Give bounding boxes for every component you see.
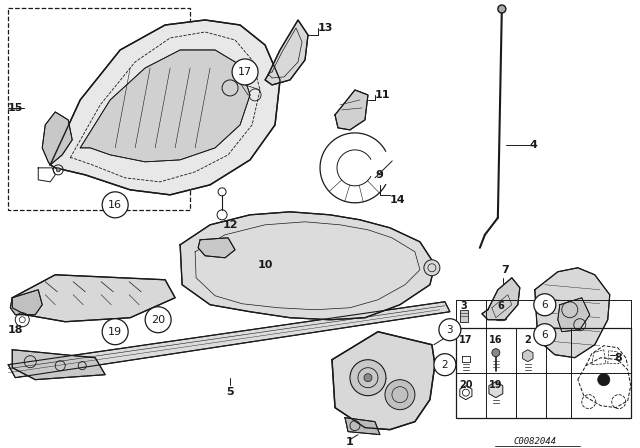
Text: 2: 2 bbox=[524, 335, 531, 345]
Circle shape bbox=[102, 319, 128, 345]
Text: 13: 13 bbox=[318, 23, 333, 33]
Polygon shape bbox=[265, 20, 308, 85]
Text: 20: 20 bbox=[459, 379, 472, 390]
Circle shape bbox=[598, 374, 610, 386]
Polygon shape bbox=[489, 382, 503, 398]
Text: 16: 16 bbox=[489, 335, 502, 345]
Text: 18: 18 bbox=[7, 325, 23, 335]
Circle shape bbox=[102, 192, 128, 218]
Circle shape bbox=[56, 168, 60, 172]
Text: 17: 17 bbox=[459, 335, 472, 345]
Text: 11: 11 bbox=[375, 90, 390, 100]
Circle shape bbox=[439, 319, 461, 341]
Text: 15: 15 bbox=[8, 103, 23, 113]
Circle shape bbox=[534, 294, 556, 316]
Text: 10: 10 bbox=[257, 260, 273, 270]
Polygon shape bbox=[482, 278, 520, 320]
Text: 6: 6 bbox=[497, 301, 504, 311]
Text: 9: 9 bbox=[375, 170, 383, 180]
Text: 8: 8 bbox=[615, 353, 623, 363]
Polygon shape bbox=[335, 90, 368, 130]
Bar bbox=[8, 8, 190, 210]
Polygon shape bbox=[198, 238, 235, 258]
Polygon shape bbox=[80, 50, 250, 162]
Polygon shape bbox=[345, 418, 380, 435]
Circle shape bbox=[364, 374, 372, 382]
Polygon shape bbox=[558, 298, 590, 332]
Polygon shape bbox=[460, 386, 472, 400]
Text: 3: 3 bbox=[461, 301, 467, 311]
Text: 7: 7 bbox=[501, 265, 509, 275]
Text: 2: 2 bbox=[442, 360, 448, 370]
Circle shape bbox=[498, 5, 506, 13]
Polygon shape bbox=[10, 290, 42, 315]
Circle shape bbox=[385, 379, 415, 409]
Polygon shape bbox=[50, 20, 280, 195]
Polygon shape bbox=[523, 350, 533, 362]
Text: C0082044: C0082044 bbox=[513, 437, 556, 446]
Text: 4: 4 bbox=[530, 140, 538, 150]
Polygon shape bbox=[12, 275, 175, 322]
Circle shape bbox=[350, 360, 386, 396]
Polygon shape bbox=[535, 268, 610, 358]
Polygon shape bbox=[332, 332, 435, 430]
Circle shape bbox=[424, 260, 440, 276]
Polygon shape bbox=[12, 350, 105, 379]
Text: 14: 14 bbox=[390, 195, 406, 205]
Text: 6: 6 bbox=[541, 300, 548, 310]
Circle shape bbox=[222, 80, 238, 96]
Polygon shape bbox=[180, 212, 435, 320]
Circle shape bbox=[534, 324, 556, 346]
Text: 1: 1 bbox=[346, 437, 354, 447]
Text: 20: 20 bbox=[151, 315, 165, 325]
Text: 16: 16 bbox=[108, 200, 122, 210]
Text: 6: 6 bbox=[541, 330, 548, 340]
Polygon shape bbox=[42, 112, 72, 165]
Text: 3: 3 bbox=[447, 325, 453, 335]
Polygon shape bbox=[8, 302, 450, 378]
Bar bbox=[456, 328, 631, 418]
Circle shape bbox=[145, 307, 171, 333]
Circle shape bbox=[434, 354, 456, 376]
Circle shape bbox=[492, 349, 500, 357]
Text: 19: 19 bbox=[108, 327, 122, 337]
Circle shape bbox=[232, 59, 258, 85]
Text: 5: 5 bbox=[227, 387, 234, 396]
Text: 17: 17 bbox=[238, 67, 252, 77]
Bar bbox=[460, 310, 468, 322]
Text: 12: 12 bbox=[222, 220, 238, 230]
Text: 19: 19 bbox=[489, 379, 502, 390]
